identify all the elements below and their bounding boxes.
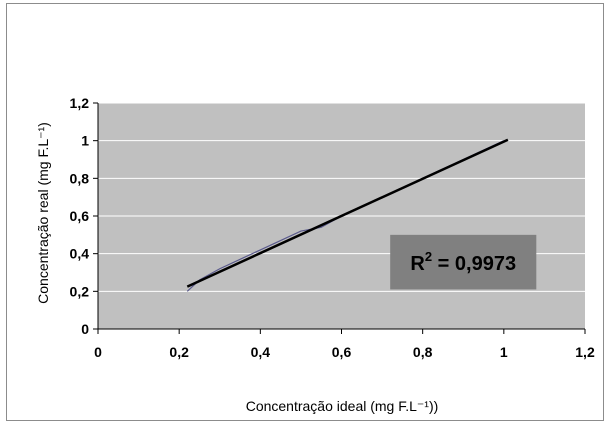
y-tick-label-6: 1,2 xyxy=(70,95,90,111)
y-tick-label-0: 0 xyxy=(81,321,89,337)
y-tick-label-1: 0,2 xyxy=(70,283,90,299)
axes xyxy=(93,102,586,334)
y-axis-title: Concentração real (mg F.L⁻¹) xyxy=(35,122,51,304)
x-tick-label-0: 0 xyxy=(94,344,102,360)
x-axis-title: Concentração ideal (mg F.L⁻¹)) xyxy=(246,398,439,414)
y-tick-labels: 0 0,2 0,4 0,6 0,8 1 1,2 xyxy=(70,95,90,337)
y-tick-label-2: 0,4 xyxy=(70,246,90,262)
y-tick-label-4: 0,8 xyxy=(70,170,90,186)
y-tick-label-3: 0,6 xyxy=(70,208,90,224)
x-tick-label-1: 0,2 xyxy=(169,344,189,360)
annotation-box xyxy=(390,234,537,290)
x-tick-labels: 0 0,2 0,4 0,6 0,8 1 1,2 xyxy=(94,344,595,360)
x-tick-label-3: 0,6 xyxy=(332,344,352,360)
x-tick-label-4: 0,8 xyxy=(413,344,433,360)
x-tick-label-5: 1 xyxy=(500,344,508,360)
r-squared-annotation: R2 = 0,9973 xyxy=(390,234,537,290)
x-tick-label-2: 0,4 xyxy=(251,344,271,360)
annotation-text: R2 = 0,9973 xyxy=(410,249,516,275)
series-layer xyxy=(186,138,509,292)
x-tick-label-6: 1,2 xyxy=(575,344,595,360)
y-tick-label-5: 1 xyxy=(81,133,89,149)
trendline xyxy=(186,138,509,288)
